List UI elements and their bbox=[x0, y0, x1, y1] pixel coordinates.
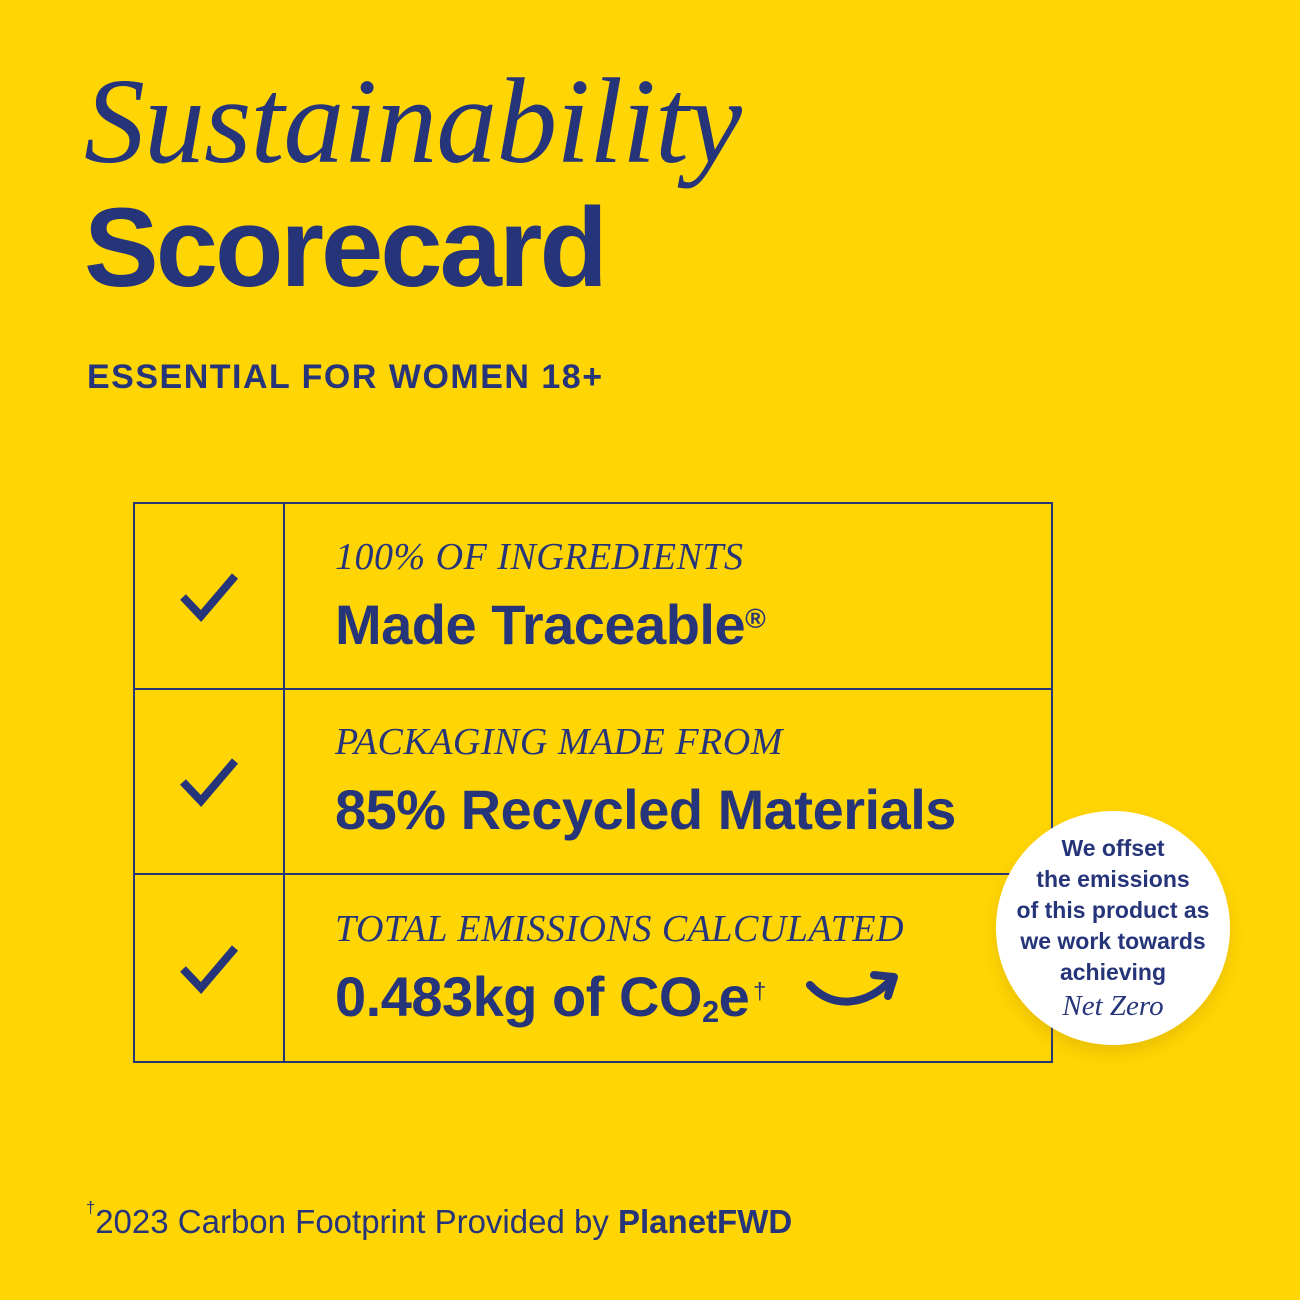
product-subtitle: ESSENTIAL FOR WOMEN 18+ bbox=[87, 358, 604, 396]
row-value: Made Traceable ® bbox=[335, 592, 1051, 657]
carbon-footprint-footnote: †2023 Carbon Footprint Provided by Plane… bbox=[86, 1199, 793, 1241]
net-zero-offset-badge: We offset the emissions of this product … bbox=[996, 811, 1230, 1045]
check-icon bbox=[178, 755, 240, 808]
table-row: TOTAL EMISSIONS CALCULATED 0.483kg of CO… bbox=[135, 875, 1051, 1061]
table-row: 100% OF INGREDIENTS Made Traceable ® bbox=[135, 504, 1051, 690]
scorecard-table: 100% OF INGREDIENTS Made Traceable ® PACK… bbox=[133, 502, 1053, 1063]
planetfwd-brand-name: PlanetFWD bbox=[618, 1203, 793, 1240]
row-content: 100% OF INGREDIENTS Made Traceable ® bbox=[285, 504, 1051, 688]
badge-text-line: the emissions bbox=[1036, 866, 1190, 892]
net-zero-label: Net Zero bbox=[1062, 990, 1164, 1022]
page-title-bold: Scorecard bbox=[84, 185, 608, 310]
row-content: TOTAL EMISSIONS CALCULATED 0.483kg of CO… bbox=[285, 875, 1051, 1061]
curved-arrow-icon bbox=[804, 969, 904, 1017]
footnote-text: 2023 Carbon Footprint Provided by bbox=[95, 1203, 618, 1240]
table-row: PACKAGING MADE FROM 85% Recycled Materia… bbox=[135, 689, 1051, 876]
row-value: 0.483kg of CO 2 e † bbox=[335, 964, 1051, 1029]
row-content: PACKAGING MADE FROM 85% Recycled Materia… bbox=[285, 690, 1051, 874]
row-value: 85% Recycled Materials bbox=[335, 777, 1051, 842]
check-icon bbox=[178, 570, 240, 622]
row-value-text: Made Traceable bbox=[335, 592, 746, 656]
row-value-tail: e bbox=[718, 965, 750, 1029]
row-label: 100% OF INGREDIENTS bbox=[335, 535, 744, 578]
badge-text-line: achieving bbox=[1059, 959, 1167, 985]
badge-text-line: we work towards bbox=[1020, 928, 1206, 954]
dagger-footnote-marker: † bbox=[753, 977, 766, 1004]
row-value-text: 0.483kg of CO bbox=[335, 965, 702, 1029]
row-label: TOTAL EMISSIONS CALCULATED bbox=[335, 908, 905, 951]
check-cell bbox=[135, 689, 285, 874]
co2-subscript: 2 bbox=[701, 993, 719, 1029]
page-title-italic: Sustainability bbox=[84, 54, 742, 189]
registered-trademark-symbol: ® bbox=[745, 603, 766, 635]
check-cell bbox=[135, 504, 285, 688]
dagger-footnote-marker: † bbox=[86, 1198, 96, 1217]
row-label: PACKAGING MADE FROM bbox=[335, 721, 783, 764]
row-value-text: 85% Recycled Materials bbox=[335, 778, 956, 842]
badge-text-line: We offset bbox=[1061, 835, 1165, 861]
check-icon bbox=[178, 942, 240, 995]
badge-text-line: of this product as bbox=[1016, 897, 1210, 923]
check-cell bbox=[135, 875, 285, 1061]
